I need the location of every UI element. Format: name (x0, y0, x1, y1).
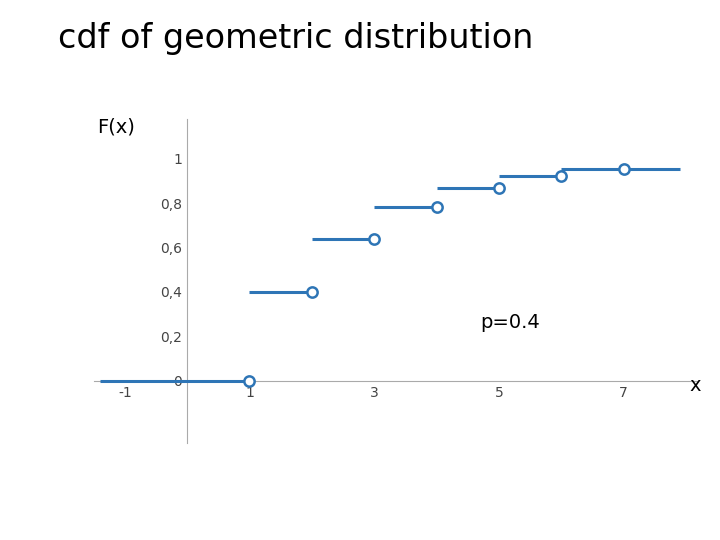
Text: p=0.4: p=0.4 (480, 313, 540, 333)
Point (493, 183, 505, 192)
Point (431, 202, 442, 211)
Point (555, 172, 567, 180)
Point (243, 376, 255, 385)
Text: F(x): F(x) (96, 118, 135, 137)
Point (369, 234, 380, 243)
Point (306, 288, 318, 296)
Point (618, 165, 629, 173)
Text: cdf of geometric distribution: cdf of geometric distribution (58, 22, 533, 55)
Text: x: x (689, 376, 701, 395)
